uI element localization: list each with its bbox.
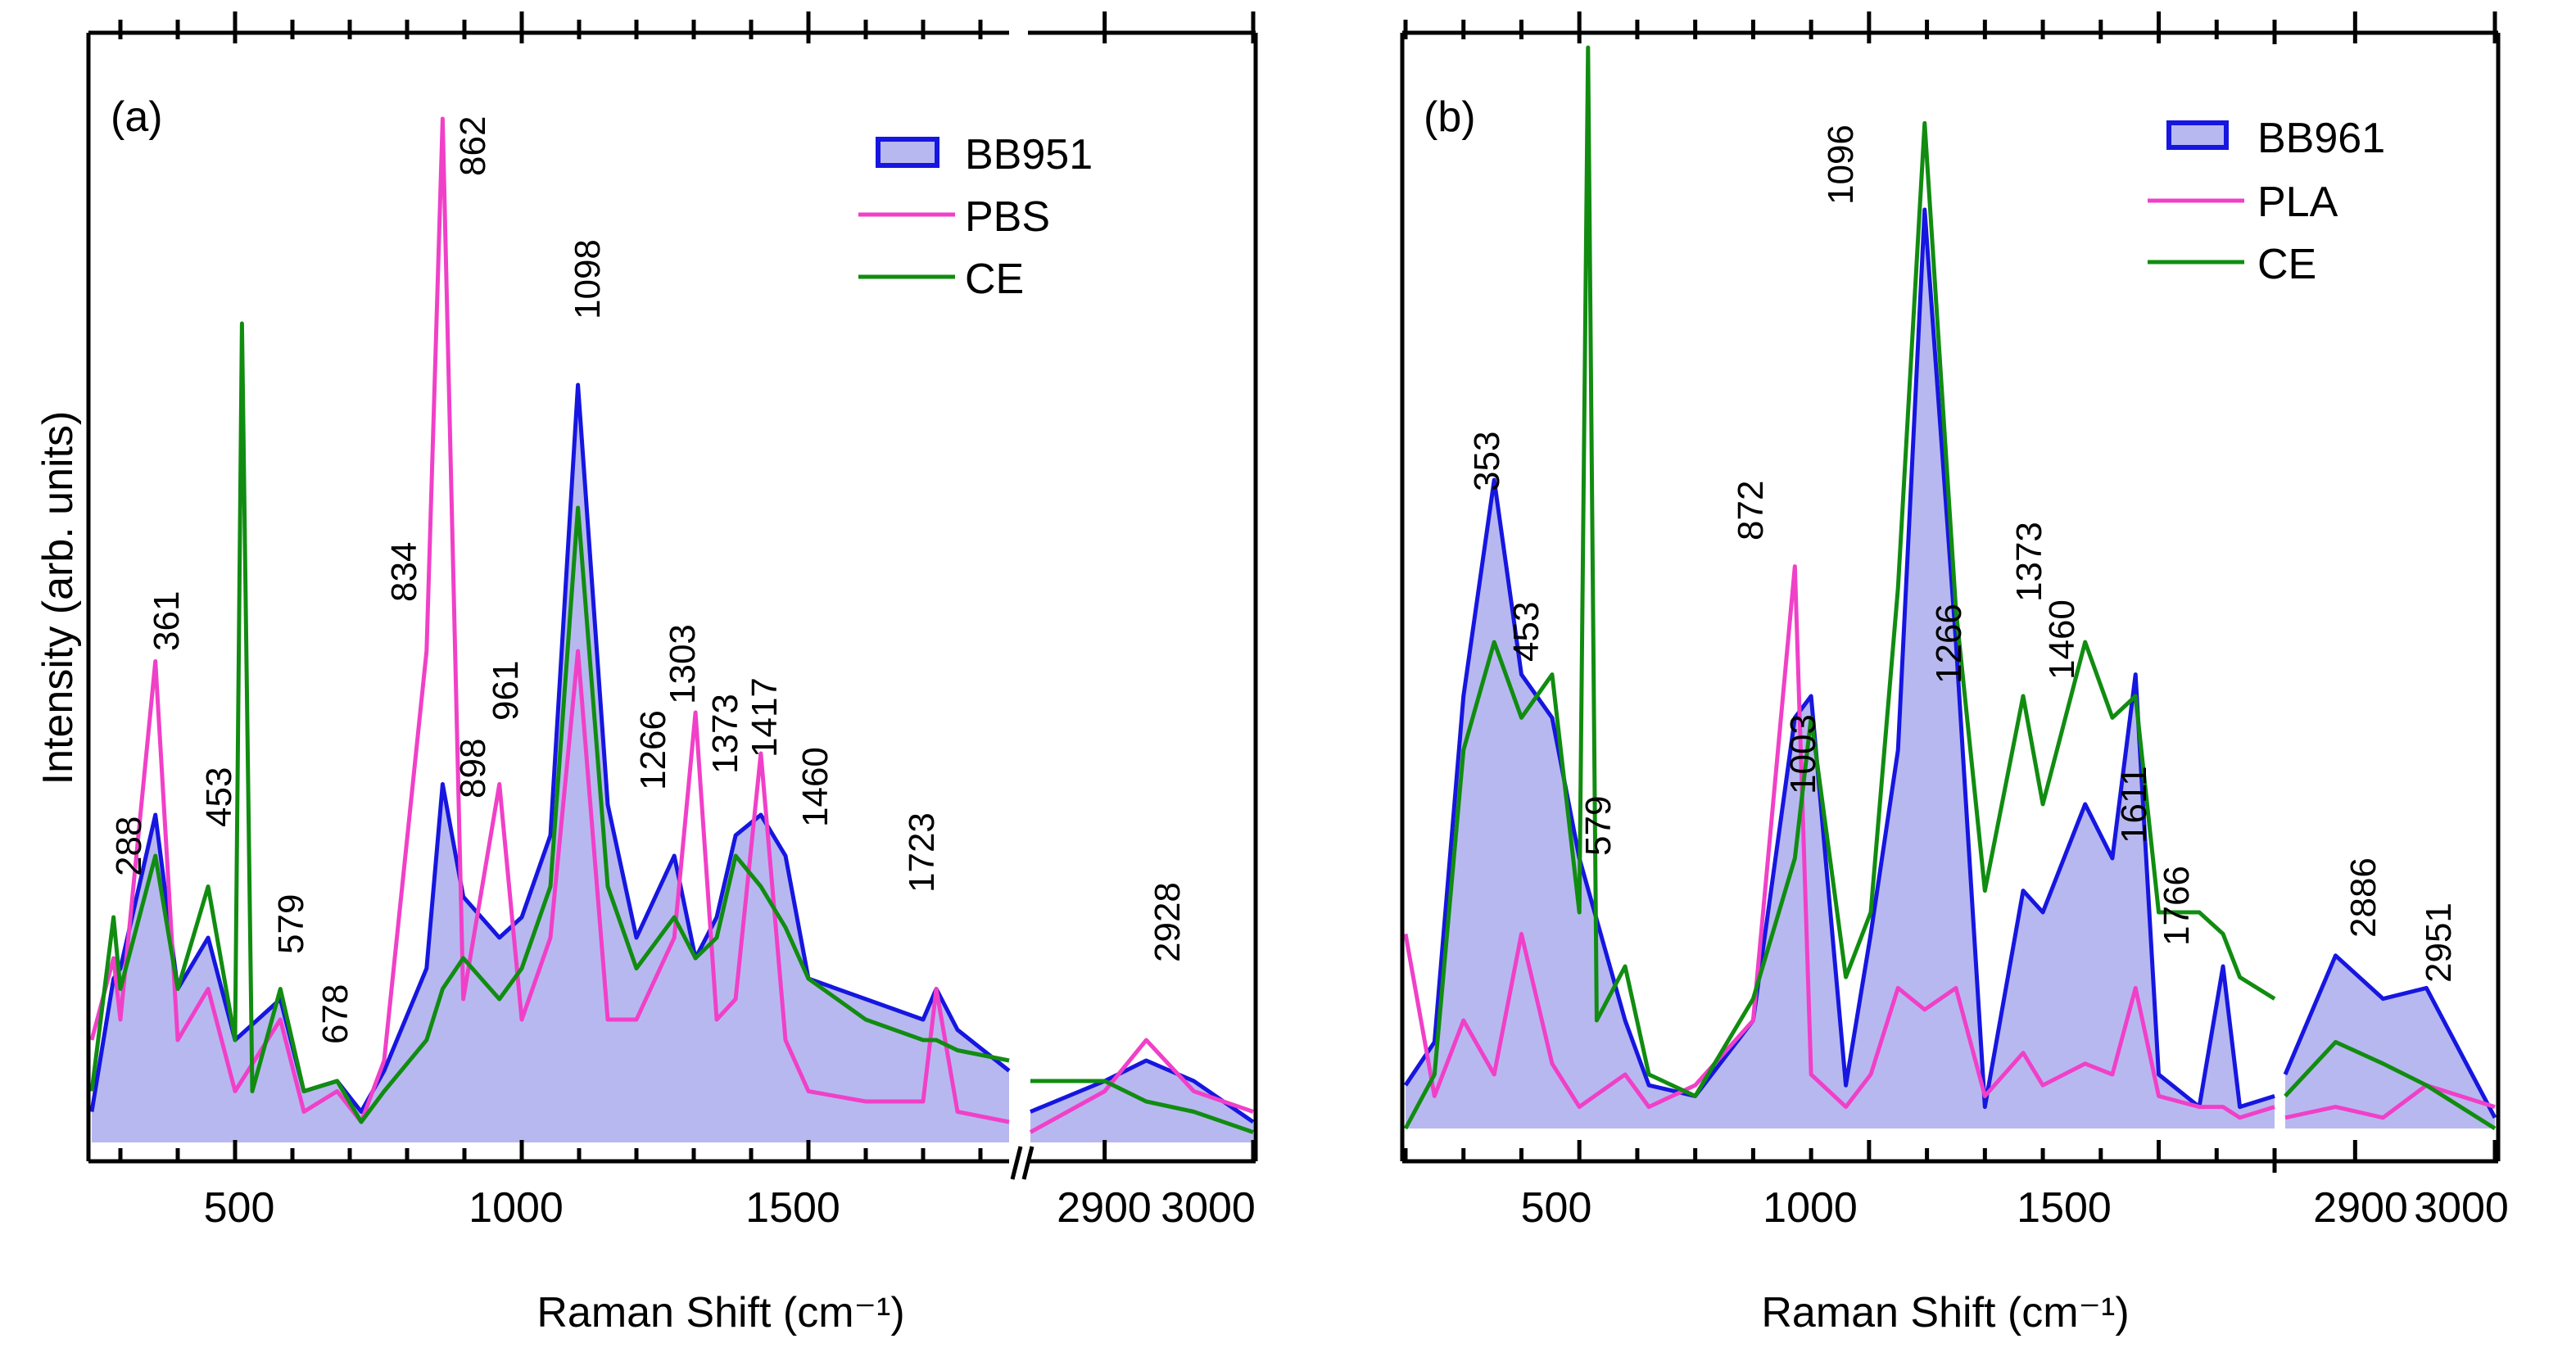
panel-a-label: (a)	[111, 93, 163, 141]
panel-a-x-tick-500: 500	[204, 1184, 275, 1232]
legend-label-pbs: PBS	[965, 193, 1050, 241]
peak-label: 579	[271, 894, 311, 954]
peak-label: 288	[109, 816, 149, 876]
peak-label: 872	[1731, 481, 1771, 541]
series-line-pla-seg2	[2284, 1083, 2496, 1120]
series-fill-bb961-seg2	[2285, 955, 2495, 1129]
legend-label-ce: CE	[965, 256, 1024, 303]
series-line-ce-seg1	[89, 321, 1010, 1124]
legend-swatch-bb961	[2166, 120, 2229, 150]
peak-label: 1766	[2157, 866, 2197, 946]
peak-label: 1611	[2114, 766, 2154, 844]
panel-a-y-axis-title: Intensity (arb. units)	[34, 411, 82, 785]
series-line-pbs-seg1	[89, 116, 1010, 1124]
peak-label: 453	[199, 767, 239, 827]
peak-label: 1003	[1783, 714, 1823, 794]
series-line-bb961-seg1	[1403, 207, 2275, 1110]
peak-label: 834	[384, 542, 424, 602]
peak-label: 2886	[2343, 857, 2384, 938]
series-line-pbs-seg2	[1029, 1038, 1254, 1134]
panel-a-axis-break-mark	[1010, 1146, 1023, 1180]
panel-a-x-axis-title: Raman Shift (cm⁻¹)	[536, 1289, 904, 1337]
peak-label: 353	[1467, 432, 1507, 491]
panel-a-x-tick-2900: 2900	[1057, 1184, 1152, 1232]
panel-a-x-tick-1500: 1500	[745, 1184, 840, 1232]
legend-label-bb961: BB961	[2257, 115, 2385, 162]
peak-label: 1266	[633, 710, 673, 790]
panel-a: 500 1000 1500 2900 3000 Raman Shift (cm⁻…	[34, 11, 1258, 1337]
panel-b-label: (b)	[1424, 93, 1476, 141]
peak-label: 678	[315, 984, 355, 1044]
panel-a-series	[89, 116, 1255, 1142]
panel-b-x-tick-500: 500	[1521, 1184, 1592, 1232]
peak-label: 579	[1578, 796, 1618, 856]
legend-swatch-bb951	[876, 137, 939, 168]
series-line-bb961-seg2	[2283, 953, 2497, 1119]
peak-label: 1373	[2009, 522, 2049, 602]
legend-label-pla: PLA	[2257, 179, 2338, 226]
peak-label: 1723	[902, 812, 942, 893]
peak-label: 1303	[663, 624, 703, 704]
panel-b-x-tick-2900: 2900	[2313, 1184, 2408, 1232]
peak-label: 1460	[2042, 599, 2082, 680]
peak-label: 1098	[568, 239, 608, 319]
panel-a-axis-break-mark	[1021, 1146, 1034, 1180]
panel-a-ticks	[118, 11, 1256, 1161]
series-fill-bb951-seg1	[92, 385, 1009, 1142]
panel-b-x-tick-3000: 3000	[2414, 1184, 2509, 1232]
series-line-ce-seg1	[1403, 45, 2276, 1130]
legend-label-ce: CE	[2257, 241, 2316, 288]
peak-label: 2928	[1148, 882, 1188, 962]
panel-b-x-tick-1500: 1500	[2017, 1184, 2112, 1232]
series-line-bb951-seg1	[89, 382, 1011, 1114]
panel-b-ticks	[1403, 11, 2497, 1161]
peak-label: 1417	[745, 677, 785, 758]
series-line-ce-seg2	[1030, 1079, 1254, 1134]
peak-label: 361	[147, 591, 187, 651]
series-line-pla-seg1	[1403, 564, 2275, 1120]
panel-a-x-tick-1000: 1000	[469, 1184, 564, 1232]
peak-label: 1096	[1821, 124, 1861, 205]
peak-label: 862	[453, 116, 493, 176]
panel-b: 500 1000 1500 2900 3000 Raman Shift (cm⁻…	[1400, 11, 2509, 1337]
panel-b-series	[1403, 45, 2497, 1131]
series-fill-bb961-seg1	[1406, 210, 2275, 1129]
peak-label: 1373	[705, 694, 745, 774]
peak-label: 898	[453, 739, 493, 798]
peak-label: 961	[486, 661, 526, 721]
peak-label: 1266	[1929, 604, 1969, 684]
series-line-ce-seg2	[2284, 1039, 2497, 1131]
peak-label: 2951	[2419, 902, 2459, 983]
panel-b-x-tick-1000: 1000	[1763, 1184, 1858, 1232]
series-line-bb951-seg2	[1030, 1058, 1255, 1124]
legend-label-bb951: BB951	[965, 131, 1093, 179]
peak-label: 453	[1506, 602, 1546, 662]
peak-label: 1460	[795, 747, 835, 827]
panel-a-x-tick-3000: 3000	[1161, 1184, 1256, 1232]
panel-b-x-axis-title: Raman Shift (cm⁻¹)	[1761, 1289, 2129, 1337]
